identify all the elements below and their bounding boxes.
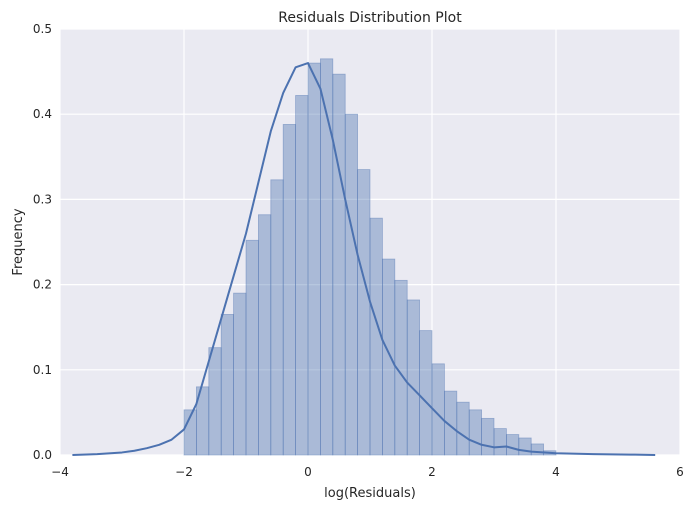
histogram-bar (220, 314, 234, 456)
gridlines (59, 28, 681, 456)
histogram-bar (406, 299, 421, 456)
x-tick-label: 0 (304, 465, 312, 479)
histogram-bar (344, 113, 359, 456)
histogram-bar (270, 179, 284, 456)
y-tick-label: 0.5 (33, 22, 52, 36)
y-axis-label: Frequency (11, 208, 26, 275)
plot-background (60, 29, 680, 455)
histogram-bar (443, 390, 458, 456)
histogram-bar (369, 217, 383, 456)
histogram-bar (530, 443, 545, 456)
y-tick-label: 0.3 (33, 192, 52, 206)
histogram-bar (493, 428, 507, 456)
x-tick-label: 6 (676, 465, 684, 479)
histogram-bar (468, 409, 483, 456)
y-tick-labels: 0.0 0.1 0.2 0.3 0.4 0.5 (33, 22, 52, 462)
histogram-bar (319, 58, 334, 456)
histogram-bar (456, 401, 470, 456)
histogram-bar (257, 214, 272, 456)
histogram-bars (183, 58, 557, 456)
histogram-bar (419, 330, 433, 456)
histogram-bar (481, 417, 495, 456)
histogram-bar (208, 347, 222, 456)
kde-curve (72, 62, 656, 456)
chart-title: Residuals Distribution Plot (278, 10, 462, 26)
x-tick-label: 2 (428, 465, 436, 479)
x-axis-label: log(Residuals) (324, 486, 416, 501)
x-tick-label: 4 (552, 465, 560, 479)
y-tick-label: 0.0 (33, 448, 52, 462)
x-tick-label: −2 (175, 465, 193, 479)
histogram-bar (233, 292, 247, 456)
histogram-bar (295, 95, 309, 456)
y-tick-label: 0.4 (33, 107, 52, 121)
x-tick-labels: −4 −2 0 2 4 6 (51, 465, 684, 479)
histogram-bar (357, 169, 371, 456)
histogram-bar (245, 239, 259, 456)
histogram-bar (195, 386, 210, 456)
histogram-bar (518, 437, 532, 456)
histogram-bar (505, 434, 520, 456)
histogram-bar (282, 124, 297, 456)
histogram-bar (307, 62, 321, 456)
y-tick-label: 0.2 (33, 278, 52, 292)
histogram-bar (332, 73, 346, 456)
y-tick-label: 0.1 (33, 363, 52, 377)
x-tick-label: −4 (51, 465, 69, 479)
histogram-bar (381, 258, 396, 456)
histogram-bar (394, 279, 408, 456)
